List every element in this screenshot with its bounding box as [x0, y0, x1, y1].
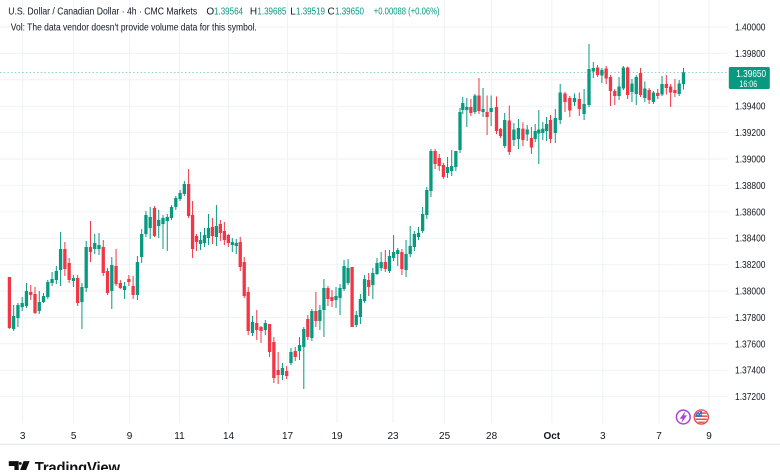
svg-text:16:06: 16:06	[739, 79, 757, 90]
svg-text:1.39564: 1.39564	[214, 6, 243, 17]
svg-text:1.37800: 1.37800	[735, 313, 766, 324]
svg-text:1.37200: 1.37200	[735, 392, 766, 403]
svg-text:25: 25	[439, 431, 451, 442]
svg-text:7: 7	[656, 431, 662, 442]
svg-text:1.38800: 1.38800	[735, 181, 766, 192]
svg-text:TradingView: TradingView	[35, 460, 121, 470]
svg-text:5: 5	[71, 431, 77, 442]
svg-text:O: O	[206, 6, 214, 17]
svg-text:C: C	[328, 6, 335, 17]
svg-text:23: 23	[387, 431, 399, 442]
svg-text:28: 28	[486, 431, 498, 442]
svg-text:1.38600: 1.38600	[735, 207, 766, 218]
svg-text:1.39400: 1.39400	[735, 102, 766, 113]
svg-text:1.38400: 1.38400	[735, 234, 766, 245]
svg-text:H: H	[250, 6, 257, 17]
svg-text:1.39000: 1.39000	[735, 155, 766, 166]
svg-text:9: 9	[127, 431, 133, 442]
svg-text:17: 17	[282, 431, 294, 442]
svg-text:1.39650: 1.39650	[335, 6, 364, 17]
svg-text:U.S. Dollar / Canadian Dollar: U.S. Dollar / Canadian Dollar · 4h · CMC…	[8, 6, 197, 17]
svg-text:Oct: Oct	[543, 431, 560, 442]
svg-text:14: 14	[223, 431, 235, 442]
svg-text:1.39650: 1.39650	[736, 68, 766, 80]
svg-text:9: 9	[706, 431, 712, 442]
svg-text:1.37600: 1.37600	[735, 339, 766, 350]
svg-text:1.38000: 1.38000	[735, 287, 766, 298]
svg-text:1.37400: 1.37400	[735, 366, 766, 377]
svg-text:L: L	[290, 6, 296, 17]
svg-text:1.39200: 1.39200	[735, 128, 766, 139]
svg-text:3: 3	[600, 431, 606, 442]
svg-text:1.38200: 1.38200	[735, 260, 766, 271]
svg-text:1.39685: 1.39685	[257, 6, 286, 17]
svg-text:Vol: The data vendor doesn't p: Vol: The data vendor doesn't provide vol…	[11, 22, 257, 33]
svg-text:1.39800: 1.39800	[735, 49, 766, 60]
svg-text:11: 11	[174, 431, 185, 442]
svg-text:+0.00088 (+0.06%): +0.00088 (+0.06%)	[374, 6, 440, 17]
svg-text:1.40000: 1.40000	[735, 23, 766, 34]
svg-text:19: 19	[331, 431, 343, 442]
svg-text:1.39519: 1.39519	[296, 6, 325, 17]
svg-text:3: 3	[20, 431, 26, 442]
